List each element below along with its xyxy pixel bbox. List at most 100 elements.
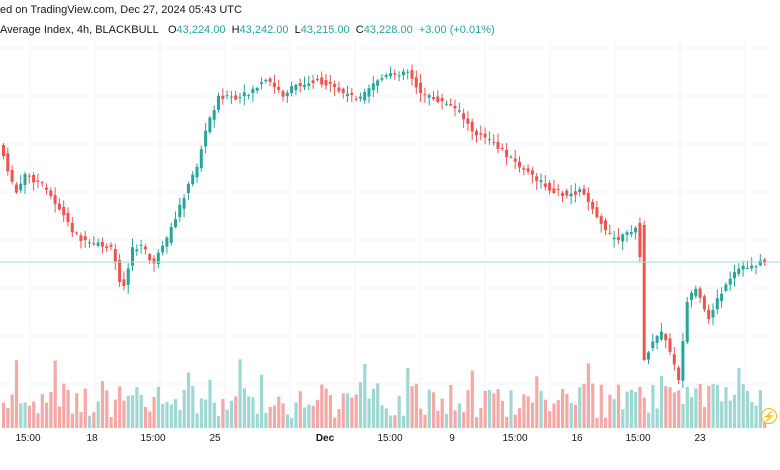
candle-body [492, 141, 496, 143]
volume-bar [277, 396, 281, 428]
volume-bar [118, 386, 122, 428]
candle-body [229, 96, 233, 98]
volume-bar [311, 405, 315, 428]
candle-body [6, 153, 10, 172]
x-tick-label: 16 [571, 433, 583, 444]
volume-bar [604, 417, 608, 428]
candle-body [32, 174, 36, 183]
volume-bar [247, 396, 251, 428]
x-tick-label: 15:00 [502, 433, 527, 444]
candle-body [720, 293, 724, 302]
volume-bar [505, 416, 509, 428]
candle-body [337, 87, 341, 92]
volume-bar [659, 376, 664, 428]
candle-body [659, 331, 663, 340]
candle-body [268, 78, 272, 82]
volume-bar [255, 413, 259, 428]
volume-bar [483, 390, 487, 428]
volume-bar [113, 399, 117, 428]
volume-bar [720, 401, 724, 428]
volume-bar [457, 403, 461, 428]
candle-body [496, 141, 500, 149]
volume-bar [148, 411, 152, 428]
volume-bar [582, 383, 586, 428]
volume-bar [672, 392, 676, 428]
candle-body [186, 183, 190, 194]
volume-bar [530, 402, 535, 428]
volume-bar [358, 382, 363, 428]
candle-body [664, 334, 668, 341]
volume-bar [677, 390, 681, 428]
volume-bars [2, 359, 767, 428]
candle-body [500, 147, 504, 149]
volume-bar [496, 389, 500, 428]
volume-bar [109, 416, 113, 428]
close-label: C [355, 24, 364, 36]
x-tick-label: 15:00 [15, 433, 40, 444]
volume-bar [642, 397, 646, 428]
volume-bar [698, 383, 702, 428]
volume-bar [281, 403, 285, 428]
candle-body [522, 168, 526, 170]
candle-body [62, 206, 66, 216]
volume-bar [522, 394, 526, 428]
change-value: +3.00 (+0.01%) [418, 24, 495, 36]
candle-body [49, 190, 53, 197]
candle-body [354, 98, 358, 100]
volume-bar [401, 415, 406, 428]
candle-body [75, 232, 79, 234]
candle-body [92, 243, 96, 245]
volume-bar [513, 414, 517, 428]
candle-body [483, 133, 487, 138]
candle-body [277, 86, 281, 91]
candle-body [423, 94, 427, 96]
candle-body [634, 227, 638, 233]
volume-bar [556, 399, 560, 428]
symbol-name: Average Index, 4h, BLACKBULL [0, 24, 159, 36]
candle-body [651, 341, 655, 349]
candle-body [79, 235, 83, 241]
candle-body [358, 96, 362, 99]
x-tick-label: Dec [316, 433, 335, 444]
volume-bar [242, 388, 246, 428]
volume-bar [389, 415, 393, 428]
candle-body [234, 95, 238, 100]
volume-bar [668, 387, 672, 428]
candle-body [698, 288, 702, 298]
candle-body [711, 309, 715, 318]
volume-bar [264, 412, 268, 428]
volume-bar [307, 404, 311, 428]
candle-body [174, 219, 177, 228]
candle-body [444, 103, 448, 105]
volume-bar [328, 395, 332, 428]
candle-body [466, 118, 470, 124]
volume-bar [229, 400, 234, 428]
volume-bar [161, 403, 165, 428]
volume-bar [53, 360, 57, 428]
volume-bar [346, 393, 350, 428]
volume-bar [320, 384, 324, 428]
candle-body [548, 183, 552, 191]
volume-bar [152, 397, 156, 428]
candle-body [285, 92, 289, 97]
volume-bar [79, 412, 83, 428]
candle-body [139, 244, 143, 246]
volume-bar [616, 384, 621, 428]
volume-bar [702, 407, 707, 428]
candle-body [311, 80, 315, 84]
volume-bar [453, 410, 457, 428]
candle-body [36, 180, 40, 182]
x-tick-label: 25 [209, 433, 221, 444]
volume-bar [664, 386, 668, 428]
candle-body [217, 95, 220, 110]
candle-body [346, 93, 349, 96]
candle-body [83, 236, 87, 241]
open-value: 43,224.00 [176, 24, 226, 36]
candle-body [350, 92, 354, 95]
volume-bar [174, 399, 178, 428]
candle-body [414, 77, 418, 88]
lightning-icon[interactable]: ⚡ [761, 408, 777, 424]
volume-bar [569, 402, 573, 428]
volume-bar [393, 415, 397, 428]
